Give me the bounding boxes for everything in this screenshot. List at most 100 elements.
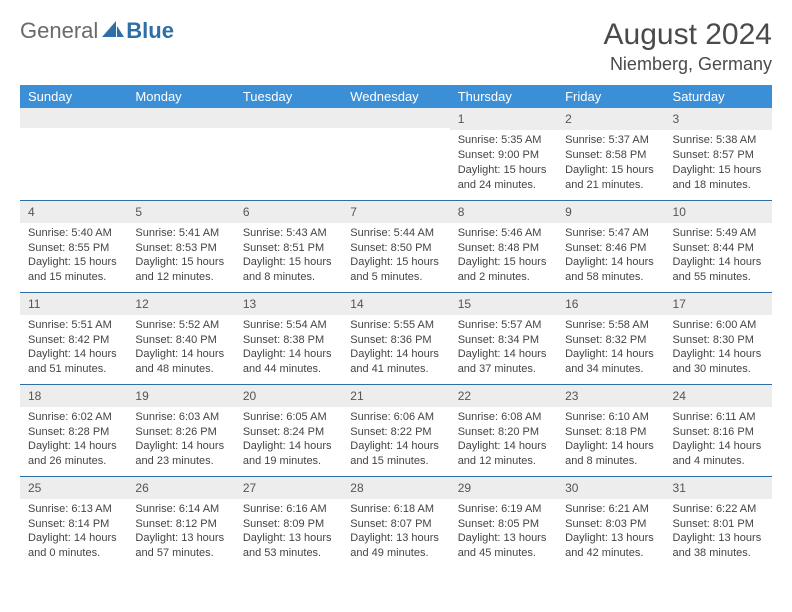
day-number: 18: [20, 385, 127, 407]
day-content: Sunrise: 5:37 AMSunset: 8:58 PMDaylight:…: [557, 130, 664, 196]
day-info-line: Sunrise: 6:03 AM: [135, 410, 228, 425]
day-info-line: and 37 minutes.: [458, 362, 551, 377]
calendar-day-cell: 28Sunrise: 6:18 AMSunset: 8:07 PMDayligh…: [342, 476, 449, 568]
day-content: Sunrise: 5:58 AMSunset: 8:32 PMDaylight:…: [557, 315, 664, 381]
day-info-line: Sunrise: 5:44 AM: [350, 226, 443, 241]
calendar-day-cell: 1Sunrise: 5:35 AMSunset: 9:00 PMDaylight…: [450, 108, 557, 200]
day-info-line: and 49 minutes.: [350, 546, 443, 561]
day-info-line: Sunset: 8:57 PM: [673, 148, 766, 163]
day-info-line: Sunset: 8:53 PM: [135, 241, 228, 256]
day-info-line: Sunset: 8:48 PM: [458, 241, 551, 256]
calendar-week-row: 1Sunrise: 5:35 AMSunset: 9:00 PMDaylight…: [20, 108, 772, 200]
day-info-line: Sunset: 8:09 PM: [243, 517, 336, 532]
day-info-line: Sunset: 8:16 PM: [673, 425, 766, 440]
day-info-line: Daylight: 14 hours: [135, 347, 228, 362]
calendar-day-cell: [235, 108, 342, 200]
day-info-line: and 44 minutes.: [243, 362, 336, 377]
day-number: 28: [342, 477, 449, 499]
day-info-line: Daylight: 14 hours: [243, 347, 336, 362]
day-number: 30: [557, 477, 664, 499]
day-info-line: Daylight: 14 hours: [350, 347, 443, 362]
day-info-line: Sunrise: 5:40 AM: [28, 226, 121, 241]
day-number: 6: [235, 201, 342, 223]
title-block: August 2024 Niemberg, Germany: [604, 18, 772, 75]
day-info-line: and 0 minutes.: [28, 546, 121, 561]
day-info-line: Sunrise: 5:52 AM: [135, 318, 228, 333]
day-info-line: Daylight: 15 hours: [458, 163, 551, 178]
calendar-day-cell: 8Sunrise: 5:46 AMSunset: 8:48 PMDaylight…: [450, 200, 557, 292]
day-number: 29: [450, 477, 557, 499]
day-info-line: Sunset: 8:51 PM: [243, 241, 336, 256]
day-number: 14: [342, 293, 449, 315]
day-content: Sunrise: 5:44 AMSunset: 8:50 PMDaylight:…: [342, 223, 449, 289]
day-info-line: Daylight: 14 hours: [673, 439, 766, 454]
day-info-line: Daylight: 14 hours: [28, 531, 121, 546]
day-info-line: and 41 minutes.: [350, 362, 443, 377]
day-info-line: Daylight: 14 hours: [28, 439, 121, 454]
day-info-line: Sunrise: 5:47 AM: [565, 226, 658, 241]
day-info-line: Daylight: 14 hours: [673, 347, 766, 362]
day-info-line: and 8 minutes.: [243, 270, 336, 285]
day-header: Tuesday: [235, 85, 342, 108]
day-header: Thursday: [450, 85, 557, 108]
day-info-line: and 5 minutes.: [350, 270, 443, 285]
day-info-line: Sunrise: 6:10 AM: [565, 410, 658, 425]
day-content: Sunrise: 5:35 AMSunset: 9:00 PMDaylight:…: [450, 130, 557, 196]
calendar-day-cell: 23Sunrise: 6:10 AMSunset: 8:18 PMDayligh…: [557, 384, 664, 476]
day-content: Sunrise: 6:11 AMSunset: 8:16 PMDaylight:…: [665, 407, 772, 473]
day-info-line: Daylight: 15 hours: [565, 163, 658, 178]
calendar-day-cell: 11Sunrise: 5:51 AMSunset: 8:42 PMDayligh…: [20, 292, 127, 384]
day-number: 23: [557, 385, 664, 407]
logo-sail-icon: [102, 19, 124, 44]
calendar-day-cell: 20Sunrise: 6:05 AMSunset: 8:24 PMDayligh…: [235, 384, 342, 476]
calendar-day-cell: 5Sunrise: 5:41 AMSunset: 8:53 PMDaylight…: [127, 200, 234, 292]
day-number: 22: [450, 385, 557, 407]
day-number: 24: [665, 385, 772, 407]
day-info-line: Sunrise: 6:21 AM: [565, 502, 658, 517]
day-info-line: Daylight: 15 hours: [135, 255, 228, 270]
calendar-day-cell: 2Sunrise: 5:37 AMSunset: 8:58 PMDaylight…: [557, 108, 664, 200]
day-content: Sunrise: 5:51 AMSunset: 8:42 PMDaylight:…: [20, 315, 127, 381]
day-content: Sunrise: 6:14 AMSunset: 8:12 PMDaylight:…: [127, 499, 234, 565]
day-info-line: Sunrise: 6:19 AM: [458, 502, 551, 517]
month-title: August 2024: [604, 18, 772, 52]
day-content: Sunrise: 6:16 AMSunset: 8:09 PMDaylight:…: [235, 499, 342, 565]
day-info-line: Sunset: 8:34 PM: [458, 333, 551, 348]
calendar-day-cell: 12Sunrise: 5:52 AMSunset: 8:40 PMDayligh…: [127, 292, 234, 384]
day-info-line: and 51 minutes.: [28, 362, 121, 377]
day-info-line: Daylight: 14 hours: [458, 347, 551, 362]
day-info-line: and 24 minutes.: [458, 178, 551, 193]
calendar-week-row: 25Sunrise: 6:13 AMSunset: 8:14 PMDayligh…: [20, 476, 772, 568]
day-content: Sunrise: 6:08 AMSunset: 8:20 PMDaylight:…: [450, 407, 557, 473]
day-info-line: Sunset: 8:26 PM: [135, 425, 228, 440]
logo-text-general: General: [20, 18, 98, 44]
day-info-line: Sunset: 8:24 PM: [243, 425, 336, 440]
day-info-line: Sunset: 8:14 PM: [28, 517, 121, 532]
calendar-day-cell: 16Sunrise: 5:58 AMSunset: 8:32 PMDayligh…: [557, 292, 664, 384]
day-info-line: and 19 minutes.: [243, 454, 336, 469]
day-info-line: Daylight: 13 hours: [458, 531, 551, 546]
day-info-line: Daylight: 15 hours: [458, 255, 551, 270]
day-header: Wednesday: [342, 85, 449, 108]
day-info-line: and 23 minutes.: [135, 454, 228, 469]
calendar-day-cell: [127, 108, 234, 200]
day-info-line: Sunrise: 6:14 AM: [135, 502, 228, 517]
day-info-line: Sunrise: 6:18 AM: [350, 502, 443, 517]
day-content: Sunrise: 6:18 AMSunset: 8:07 PMDaylight:…: [342, 499, 449, 565]
calendar-day-cell: 7Sunrise: 5:44 AMSunset: 8:50 PMDaylight…: [342, 200, 449, 292]
day-info-line: Sunrise: 6:00 AM: [673, 318, 766, 333]
day-info-line: Sunset: 8:07 PM: [350, 517, 443, 532]
logo-text-blue: Blue: [126, 18, 174, 44]
day-content: Sunrise: 6:13 AMSunset: 8:14 PMDaylight:…: [20, 499, 127, 565]
day-content: Sunrise: 5:41 AMSunset: 8:53 PMDaylight:…: [127, 223, 234, 289]
day-number: 25: [20, 477, 127, 499]
day-info-line: Sunset: 8:22 PM: [350, 425, 443, 440]
day-header: Saturday: [665, 85, 772, 108]
day-info-line: Daylight: 14 hours: [135, 439, 228, 454]
day-number: 20: [235, 385, 342, 407]
day-info-line: Sunset: 8:50 PM: [350, 241, 443, 256]
calendar-day-cell: 26Sunrise: 6:14 AMSunset: 8:12 PMDayligh…: [127, 476, 234, 568]
day-content: Sunrise: 5:47 AMSunset: 8:46 PMDaylight:…: [557, 223, 664, 289]
calendar-day-cell: 24Sunrise: 6:11 AMSunset: 8:16 PMDayligh…: [665, 384, 772, 476]
day-info-line: Sunset: 8:20 PM: [458, 425, 551, 440]
